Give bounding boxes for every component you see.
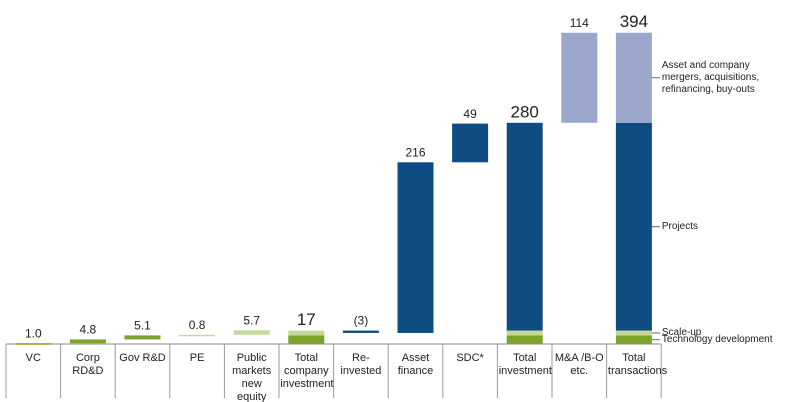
value-label: 5.7 [243,313,260,327]
bar [179,334,216,337]
bar [15,343,52,345]
bar-segment [615,330,652,336]
bar-segment [615,32,652,123]
bar-segment [506,335,543,344]
x-tick-label: M&A /B-O etc. [554,352,604,377]
legend-label: Scale-up [661,326,702,338]
x-tick-label: PE [189,352,205,364]
x-tick-label: Total transactions [607,352,668,377]
bar [69,339,106,344]
value-label: 280 [511,102,539,121]
bar-segment [615,335,652,344]
bar [342,330,379,333]
bar [561,32,598,123]
legend-label: Asset and company mergers, acquisitions,… [661,59,760,95]
bar [397,162,434,333]
value-label: 216 [405,145,425,159]
value-label: 394 [620,12,648,31]
x-tick-label: Total company investment [280,352,334,390]
value-label: 5.1 [134,319,151,333]
bar-segment [288,335,325,344]
bar [452,123,489,163]
value-label: 114 [570,16,589,30]
x-tick-label: Gov R&D [119,352,166,364]
bar-segment [506,330,543,336]
value-label: 4.8 [80,323,97,337]
legend-label: Technology development [661,333,773,345]
bar [233,330,270,335]
value-label: 17 [297,310,316,329]
legend-label: Projects [661,220,699,232]
x-tick-label: Re-invested [340,352,382,377]
x-tick-label: Total investment [498,352,552,377]
value-label: (3) [354,314,369,328]
x-tick-label: Asset finance [397,352,434,377]
x-tick-label: VC [25,352,41,364]
x-tick-label: SDC* [456,352,484,364]
bar-segment [288,330,325,336]
value-label: 49 [463,107,477,121]
value-label: 1.0 [25,326,42,340]
bar-segment [615,122,652,331]
bar-segment [506,122,543,331]
value-label: 0.8 [189,318,206,332]
bar [124,335,161,340]
x-tick-label: Public markets new equity [232,352,272,402]
x-tick-label: Corp RD&D [72,352,104,377]
